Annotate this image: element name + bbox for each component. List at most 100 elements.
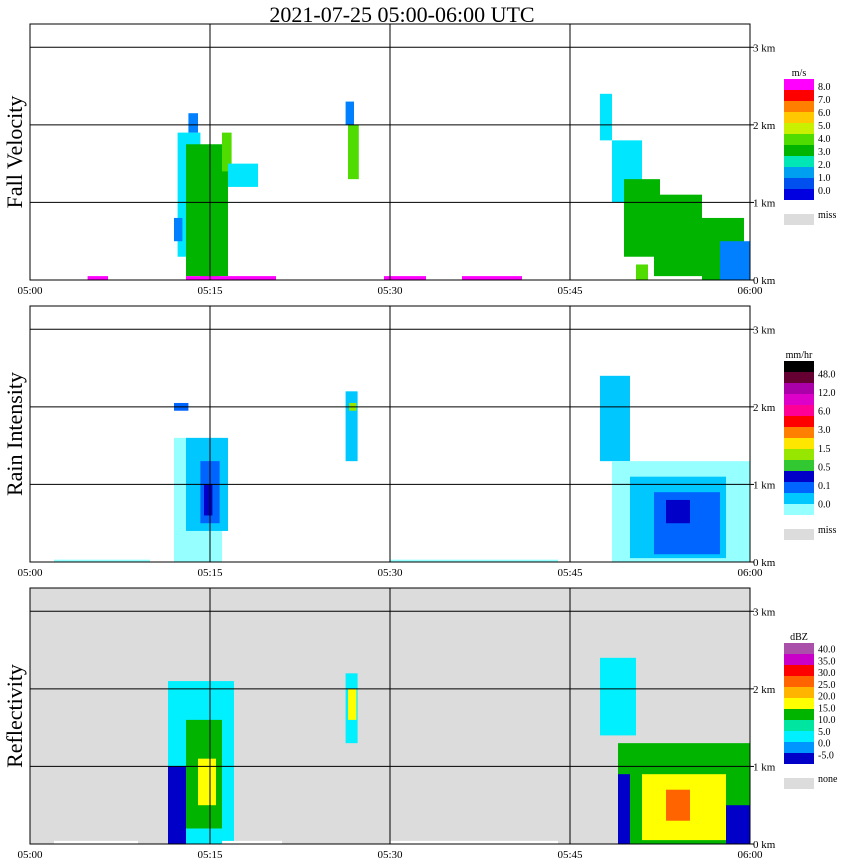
colorbar-swatch	[784, 753, 814, 764]
echo-cell	[222, 840, 282, 844]
colorbar-swatch	[784, 687, 814, 698]
colorbar-swatch	[784, 471, 814, 482]
echo-cell	[600, 657, 636, 736]
echo-cell	[618, 774, 630, 844]
echo-cell	[348, 688, 357, 720]
y-tick-label: 3 km	[753, 42, 776, 54]
echo-cell	[384, 276, 426, 280]
echo-cell	[462, 276, 522, 280]
colorbar-label: 2.0	[818, 160, 831, 171]
x-tick-label: 05:00	[17, 285, 43, 297]
echo-cell	[54, 559, 150, 562]
echo-cell	[345, 391, 358, 462]
colorbar-swatch	[784, 90, 814, 101]
y-tick-label: 1 km	[753, 479, 776, 491]
y-axis-label: Rain Intensity	[2, 372, 27, 496]
x-tick-label: 05:15	[197, 567, 223, 579]
colorbar-swatch	[784, 665, 814, 676]
colorbar-label: 6.0	[818, 407, 831, 418]
colorbar-label: 35.0	[818, 656, 836, 667]
colorbar-missing-swatch	[784, 214, 814, 225]
colorbar-swatch	[784, 383, 814, 394]
colorbar-label: 1.5	[818, 444, 831, 455]
colorbar-swatch	[784, 643, 814, 654]
colorbar-label: 20.0	[818, 692, 836, 703]
x-tick-label: 05:45	[557, 849, 583, 861]
echo-cell	[87, 276, 108, 280]
colorbar-label: 1.0	[818, 173, 831, 184]
colorbar-swatch	[784, 101, 814, 112]
echo-cell	[666, 499, 690, 524]
colorbar-swatch	[784, 134, 814, 145]
colorbar-label: 10.0	[818, 715, 836, 726]
colorbar-swatch	[784, 504, 814, 515]
colorbar-label: 4.0	[818, 134, 831, 145]
y-axis-label: Reflectivity	[2, 664, 27, 768]
y-tick-label: 2 km	[753, 684, 776, 696]
echo-cell	[720, 241, 750, 280]
colorbar-label: 6.0	[818, 108, 831, 119]
echo-cell	[390, 559, 558, 562]
y-tick-label: 0 km	[753, 275, 776, 287]
echo-cell	[600, 93, 612, 141]
x-tick-label: 06:00	[737, 849, 763, 861]
colorbar-swatch	[784, 361, 814, 372]
echo-cell	[345, 101, 354, 125]
colorbar-label: 0.1	[818, 481, 831, 492]
y-tick-label: 3 km	[753, 324, 776, 336]
colorbar-swatch	[784, 731, 814, 742]
y-tick-label: 3 km	[753, 606, 776, 618]
echo-cell	[186, 276, 276, 280]
colorbar-swatch	[784, 167, 814, 178]
x-tick-label: 05:15	[197, 849, 223, 861]
colorbar-swatch	[784, 156, 814, 167]
x-tick-label: 05:30	[377, 285, 403, 297]
colorbar-label: 15.0	[818, 703, 836, 714]
colorbar-missing-label: none	[818, 774, 838, 785]
colorbar-swatch	[784, 112, 814, 123]
colorbar-missing-label: miss	[818, 525, 836, 536]
colorbar-swatch	[784, 79, 814, 90]
colorbar-swatch	[784, 394, 814, 405]
x-tick-label: 05:30	[377, 567, 403, 579]
colorbar-swatch	[784, 372, 814, 383]
colorbar-missing-swatch	[784, 529, 814, 540]
x-tick-label: 05:00	[17, 567, 43, 579]
x-tick-label: 05:30	[377, 849, 403, 861]
x-tick-label: 06:00	[737, 567, 763, 579]
panel-frame	[29, 23, 751, 281]
colorbar-label: 8.0	[818, 82, 831, 93]
echo-cell	[600, 375, 630, 462]
colorbar-swatch	[784, 482, 814, 493]
y-axis-label: Fall Velocity	[2, 96, 27, 209]
panel-0: 0 km 1 km 2 km 3 km 05:00 05:15 05:30 05:45 06:0…	[2, 23, 836, 297]
colorbar-label: 7.0	[818, 95, 831, 106]
x-tick-label: 06:00	[737, 285, 763, 297]
x-tick-label: 05:00	[17, 849, 43, 861]
colorbar-label: 48.0	[818, 370, 836, 381]
x-tick-label: 05:45	[557, 285, 583, 297]
colorbar-swatch	[784, 698, 814, 709]
colorbar-swatch	[784, 654, 814, 665]
echo-cell	[666, 789, 690, 821]
colorbar-label: 25.0	[818, 680, 836, 691]
colorbar-label: 3.0	[818, 147, 831, 158]
colorbar-label: 0.0	[818, 499, 831, 510]
colorbar-label: 40.0	[818, 645, 836, 656]
colorbar-missing-swatch	[784, 778, 814, 789]
x-tick-label: 05:15	[197, 285, 223, 297]
colorbar-swatch	[784, 189, 814, 200]
colorbar-swatch	[784, 676, 814, 687]
colorbar-swatch	[784, 720, 814, 731]
panel-frame	[29, 587, 751, 845]
colorbar-label: 3.0	[818, 425, 831, 436]
colorbar-swatch	[784, 709, 814, 720]
colorbar-label: -5.0	[818, 750, 834, 761]
colorbar-swatch	[784, 416, 814, 427]
colorbar-label: 30.0	[818, 668, 836, 679]
colorbar-label: 0.5	[818, 462, 831, 473]
colorbar-swatch	[784, 145, 814, 156]
colorbar-label: 0.0	[818, 739, 831, 750]
echo-cell	[390, 840, 558, 844]
